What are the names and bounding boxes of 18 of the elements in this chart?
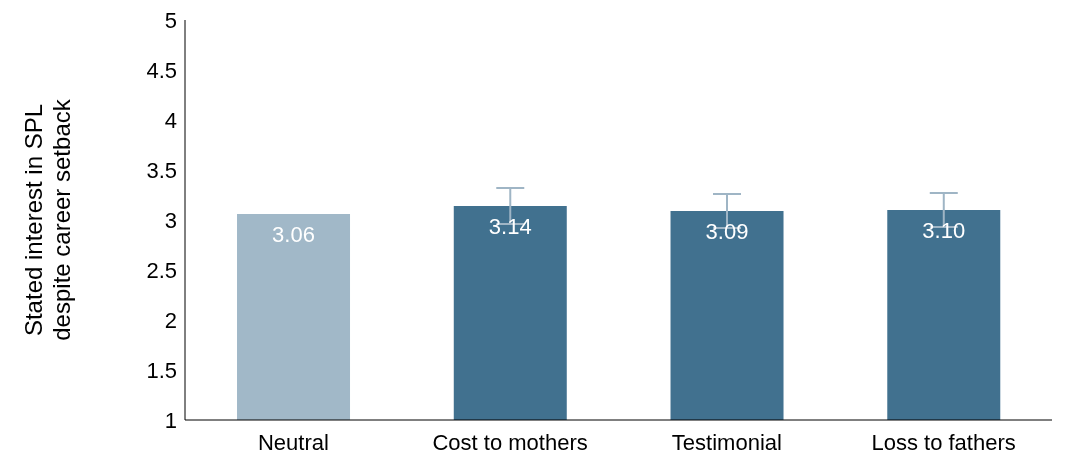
data-label: 3.09 — [705, 218, 749, 244]
y-tick-label: 2 — [164, 307, 177, 333]
y-tick-label: 3.5 — [146, 157, 177, 183]
x-tick-label: Loss to fathers — [871, 429, 1016, 455]
data-label: 3.06 — [272, 221, 315, 247]
y-tick-label: 4.5 — [146, 57, 177, 83]
y-tick-label: 1 — [164, 407, 177, 433]
y-axis-title: Stated interest in SPL despite career setback — [20, 98, 75, 341]
data-label: 3.14 — [488, 213, 532, 239]
y-tick-label: 3 — [164, 207, 177, 233]
x-tick-label: Cost to mothers — [432, 429, 588, 455]
y-tick-label: 4 — [164, 107, 177, 133]
y-tick-label: 2.5 — [146, 257, 177, 283]
x-tick-label: Neutral — [257, 429, 329, 455]
y-tick-label: 5 — [164, 7, 177, 33]
data-label: 3.10 — [922, 217, 966, 243]
x-tick-label: Testimonial — [671, 429, 782, 455]
y-tick-label: 1.5 — [146, 357, 177, 383]
